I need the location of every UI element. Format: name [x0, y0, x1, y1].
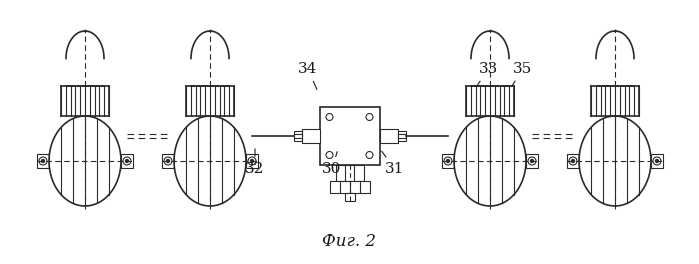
Bar: [442, 154, 454, 168]
Circle shape: [166, 159, 169, 163]
Bar: [121, 154, 133, 168]
Text: Фиг. 2: Фиг. 2: [322, 233, 377, 251]
Bar: [380, 129, 398, 143]
Text: 35: 35: [512, 62, 533, 87]
Text: 30: 30: [322, 152, 342, 176]
Text: 31: 31: [382, 151, 405, 176]
Bar: [336, 165, 363, 181]
Circle shape: [447, 159, 449, 163]
Bar: [301, 129, 319, 143]
Text: 33: 33: [477, 62, 498, 87]
Bar: [398, 131, 405, 141]
Bar: [294, 131, 301, 141]
Bar: [526, 154, 538, 168]
Text: 32: 32: [245, 149, 265, 176]
Bar: [162, 154, 174, 168]
Bar: [567, 154, 579, 168]
Bar: [345, 193, 354, 201]
Bar: [329, 181, 370, 193]
Circle shape: [656, 159, 658, 163]
Circle shape: [531, 159, 533, 163]
Bar: [37, 154, 49, 168]
Bar: [246, 154, 258, 168]
Text: 34: 34: [298, 62, 317, 89]
Circle shape: [41, 159, 45, 163]
Circle shape: [572, 159, 575, 163]
Bar: [319, 107, 380, 165]
Circle shape: [126, 159, 129, 163]
Circle shape: [250, 159, 254, 163]
Bar: [651, 154, 663, 168]
